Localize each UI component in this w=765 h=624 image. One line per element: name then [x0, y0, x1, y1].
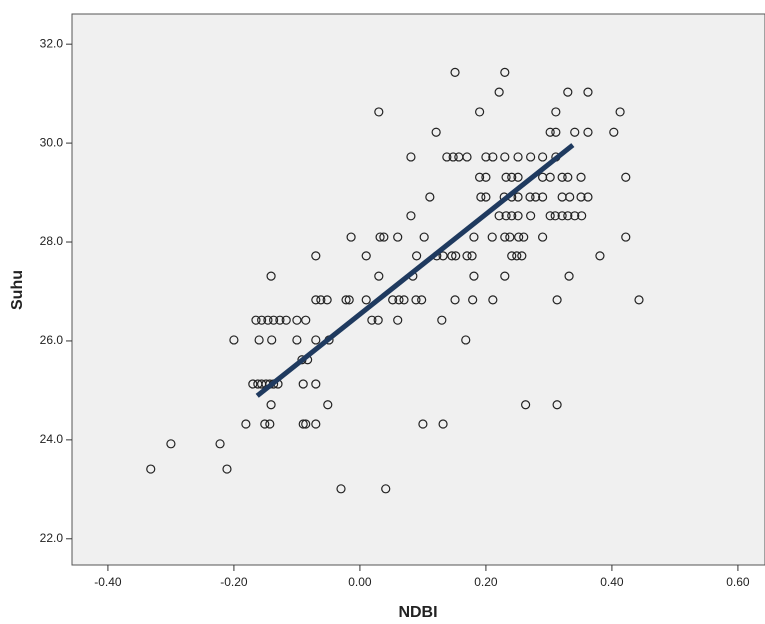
y-tick-label: 28.0	[40, 234, 64, 248]
page: {"chart_data": { "type": "scatter", "x_l…	[0, 0, 765, 624]
chart: Suhu NDBI 22.0 24.0 26.0 28.0 30.0 32.0 -0.40 -…	[0, 0, 765, 624]
x-axis-title: NDBI	[398, 604, 437, 621]
x-tick-label: 0.20	[474, 575, 498, 589]
x-tick-label: 0.00	[348, 575, 372, 589]
x-tick-label: 0.40	[600, 575, 624, 589]
y-tick-label: 24.0	[40, 432, 64, 446]
y-tick-label: 32.0	[40, 36, 64, 50]
y-tick-label: 26.0	[40, 333, 64, 347]
x-tick-label: 0.60	[726, 575, 750, 589]
x-tick-label: -0.20	[220, 575, 248, 589]
plot-area	[72, 14, 765, 565]
y-axis-title: Suhu	[9, 270, 26, 310]
y-tick-label: 30.0	[40, 135, 64, 149]
y-tick-label: 22.0	[40, 531, 64, 545]
x-tick-label: -0.40	[94, 575, 122, 589]
